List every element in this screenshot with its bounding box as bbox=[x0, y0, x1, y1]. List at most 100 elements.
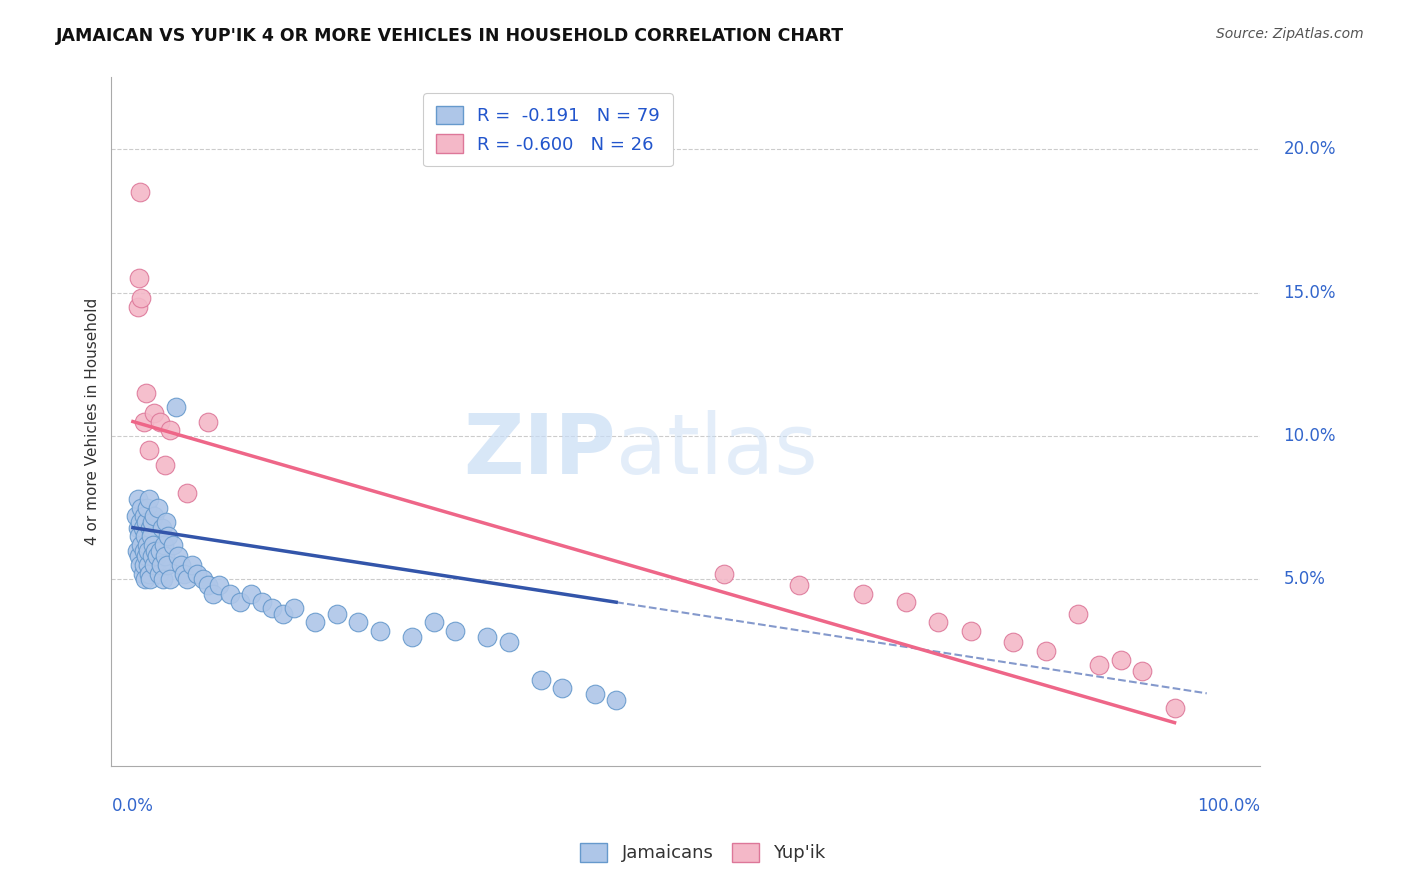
Point bbox=[498, 635, 520, 649]
Point bbox=[139, 521, 162, 535]
Point bbox=[149, 558, 172, 572]
Point bbox=[127, 300, 149, 314]
Point bbox=[131, 566, 153, 581]
Point bbox=[167, 549, 190, 564]
Point bbox=[128, 529, 150, 543]
Point bbox=[139, 572, 162, 586]
Point bbox=[149, 415, 172, 429]
Point bbox=[125, 509, 148, 524]
Point bbox=[159, 423, 181, 437]
Point bbox=[283, 601, 305, 615]
Point bbox=[401, 630, 423, 644]
Point bbox=[131, 291, 153, 305]
Point bbox=[127, 491, 149, 506]
Point bbox=[128, 271, 150, 285]
Point bbox=[134, 529, 156, 543]
Point bbox=[134, 572, 156, 586]
Point bbox=[153, 458, 176, 472]
Point bbox=[135, 385, 157, 400]
Point bbox=[152, 572, 174, 586]
Text: atlas: atlas bbox=[616, 409, 818, 491]
Point bbox=[150, 521, 173, 535]
Point bbox=[135, 500, 157, 515]
Point bbox=[1163, 701, 1185, 715]
Point bbox=[153, 538, 176, 552]
Point bbox=[141, 515, 163, 529]
Point bbox=[156, 558, 179, 572]
Point bbox=[422, 615, 444, 630]
Text: 15.0%: 15.0% bbox=[1284, 284, 1336, 301]
Point bbox=[138, 491, 160, 506]
Point bbox=[852, 586, 875, 600]
Point bbox=[927, 615, 949, 630]
Point bbox=[551, 681, 574, 696]
Point bbox=[1088, 658, 1111, 673]
Point bbox=[129, 515, 152, 529]
Point bbox=[1109, 652, 1132, 666]
Point bbox=[131, 538, 153, 552]
Point bbox=[176, 572, 198, 586]
Point bbox=[202, 586, 225, 600]
Point bbox=[583, 687, 606, 701]
Text: 100.0%: 100.0% bbox=[1198, 797, 1260, 814]
Point bbox=[191, 572, 214, 586]
Point bbox=[143, 406, 166, 420]
Point bbox=[271, 607, 294, 621]
Point bbox=[477, 630, 499, 644]
Point bbox=[135, 549, 157, 564]
Point bbox=[149, 543, 172, 558]
Legend: R =  -0.191   N = 79, R = -0.600   N = 26: R = -0.191 N = 79, R = -0.600 N = 26 bbox=[423, 94, 673, 166]
Point bbox=[530, 673, 553, 687]
Point bbox=[1035, 644, 1057, 658]
Point bbox=[250, 595, 273, 609]
Point bbox=[181, 558, 204, 572]
Point bbox=[444, 624, 467, 638]
Point bbox=[347, 615, 370, 630]
Point bbox=[1130, 664, 1153, 678]
Point bbox=[262, 601, 284, 615]
Point bbox=[229, 595, 252, 609]
Point bbox=[127, 521, 149, 535]
Point bbox=[143, 558, 166, 572]
Point bbox=[127, 543, 149, 558]
Point bbox=[173, 566, 195, 581]
Point bbox=[170, 558, 193, 572]
Point bbox=[208, 578, 231, 592]
Point bbox=[129, 558, 152, 572]
Point bbox=[136, 543, 159, 558]
Point bbox=[155, 515, 177, 529]
Point bbox=[326, 607, 349, 621]
Point bbox=[132, 415, 155, 429]
Point bbox=[713, 566, 735, 581]
Point bbox=[159, 572, 181, 586]
Point bbox=[162, 538, 184, 552]
Point bbox=[218, 586, 240, 600]
Text: JAMAICAN VS YUP'IK 4 OR MORE VEHICLES IN HOUSEHOLD CORRELATION CHART: JAMAICAN VS YUP'IK 4 OR MORE VEHICLES IN… bbox=[56, 27, 845, 45]
Text: 5.0%: 5.0% bbox=[1284, 570, 1326, 588]
Point bbox=[197, 415, 219, 429]
Text: ZIP: ZIP bbox=[464, 409, 616, 491]
Point bbox=[136, 558, 159, 572]
Point bbox=[145, 549, 167, 564]
Point bbox=[131, 500, 153, 515]
Point bbox=[153, 549, 176, 564]
Point bbox=[131, 521, 153, 535]
Text: Source: ZipAtlas.com: Source: ZipAtlas.com bbox=[1216, 27, 1364, 41]
Point bbox=[186, 566, 208, 581]
Point bbox=[141, 549, 163, 564]
Point bbox=[894, 595, 917, 609]
Y-axis label: 4 or more Vehicles in Household: 4 or more Vehicles in Household bbox=[86, 298, 100, 545]
Point bbox=[139, 529, 162, 543]
Point bbox=[129, 185, 152, 199]
Text: 20.0%: 20.0% bbox=[1284, 140, 1336, 158]
Point bbox=[157, 529, 180, 543]
Point bbox=[138, 566, 160, 581]
Point bbox=[1067, 607, 1090, 621]
Point bbox=[143, 509, 166, 524]
Point bbox=[145, 543, 167, 558]
Point bbox=[304, 615, 326, 630]
Text: 0.0%: 0.0% bbox=[111, 797, 153, 814]
Point bbox=[368, 624, 391, 638]
Point bbox=[135, 515, 157, 529]
Legend: Jamaicans, Yup'ik: Jamaicans, Yup'ik bbox=[574, 836, 832, 870]
